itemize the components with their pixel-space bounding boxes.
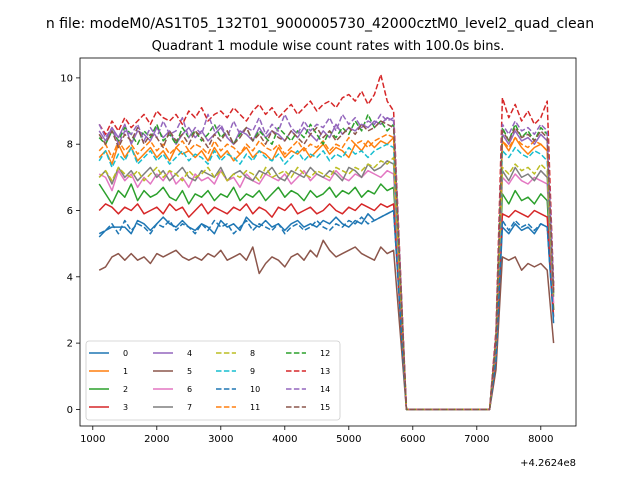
series-line-13 — [98, 73, 555, 411]
y-tick-label: 4 — [67, 272, 73, 283]
legend-label-8: 8 — [250, 349, 255, 358]
x-tick-label: 6000 — [400, 434, 425, 445]
legend-label-3: 3 — [123, 403, 128, 412]
legend-label-15: 15 — [320, 403, 330, 412]
legend-label-11: 11 — [250, 403, 260, 412]
legend-label-10: 10 — [250, 385, 260, 394]
y-tick-label: 0 — [67, 405, 73, 416]
y-tick-label: 8 — [67, 140, 73, 151]
legend-label-1: 1 — [123, 367, 128, 376]
y-tick-label: 6 — [67, 206, 73, 217]
x-tick-label: 4000 — [272, 434, 297, 445]
series-layer — [98, 73, 555, 411]
plot-frame — [79, 57, 577, 427]
x-tick-label: 5000 — [336, 434, 361, 445]
legend-label-14: 14 — [320, 385, 330, 394]
y-tick-label: 2 — [67, 339, 73, 350]
legend-label-5: 5 — [187, 367, 192, 376]
series-line-14 — [98, 113, 555, 411]
x-tick-label: 8000 — [528, 434, 553, 445]
legend-label-4: 4 — [187, 349, 192, 358]
x-axis: 1000 2000 3000 4000 5000 6000 7000 8000 — [80, 426, 554, 445]
y-axis: 0 2 4 6 8 10 — [60, 73, 80, 416]
series-line-15 — [98, 120, 555, 411]
x-tick-label: 1000 — [80, 434, 105, 445]
legend-label-0: 0 — [123, 349, 128, 358]
y-tick-label: 10 — [60, 73, 73, 84]
legend-label-12: 12 — [320, 349, 330, 358]
chart-title: Quadrant 1 module wise count rates with … — [152, 39, 505, 54]
legend-frame — [85, 340, 341, 421]
legend-label-6: 6 — [187, 385, 192, 394]
x-tick-label: 3000 — [208, 434, 233, 445]
x-axis-offset-label: +4.2624e8 — [520, 458, 576, 469]
plot-area: 1000 2000 3000 4000 5000 6000 7000 8000 0246810… — [60, 57, 577, 469]
legend-label-13: 13 — [320, 367, 330, 376]
legend-label-7: 7 — [187, 403, 192, 412]
legend-label-9: 9 — [250, 367, 255, 376]
x-tick-label: 7000 — [464, 434, 489, 445]
x-tick-label: 2000 — [144, 434, 169, 445]
legend-label-2: 2 — [123, 385, 128, 394]
figure-suptitle: n file: modeM0/AS1T05_132T01_9000005730_… — [46, 16, 594, 32]
